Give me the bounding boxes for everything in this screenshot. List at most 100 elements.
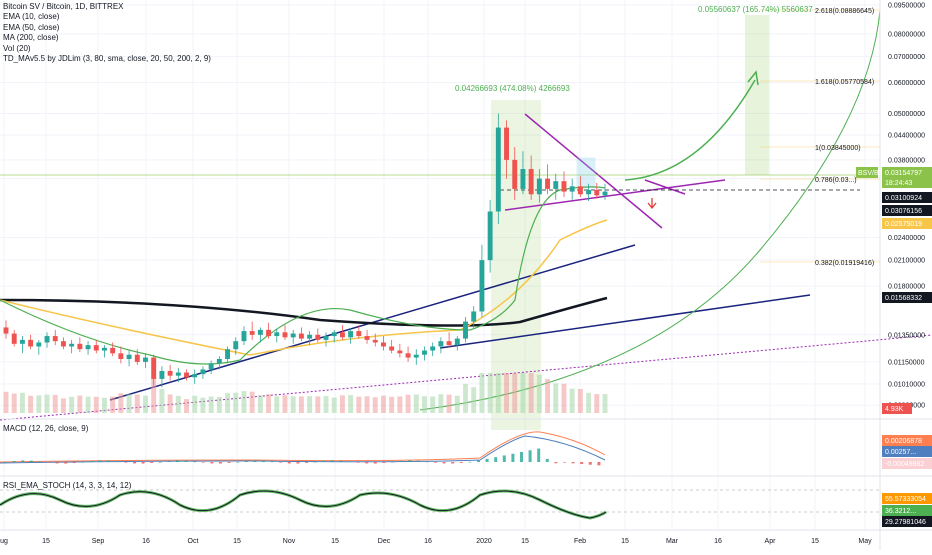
volume-bar [60, 398, 66, 413]
time-tick-label: ug [0, 538, 8, 545]
macd-hist-bar [305, 462, 308, 463]
volume-bar [536, 374, 542, 413]
candle-body [208, 363, 214, 370]
macd-hist-bar [158, 461, 162, 463]
time-tick-label: 16 [714, 538, 722, 545]
candle-body [331, 332, 337, 337]
price-tick-label: 0.09500000 [888, 3, 925, 10]
ema-10-line [0, 186, 606, 365]
time-tick-label: 15 [233, 538, 241, 545]
candle-body [577, 186, 583, 195]
candle-body [19, 339, 25, 344]
wedge-bottom [504, 179, 726, 211]
volume-bar [528, 373, 534, 413]
candle-body [520, 169, 526, 189]
volume-bar [143, 395, 148, 413]
svg-text:2.618(0.08886645): 2.618(0.08886645) [815, 8, 874, 15]
rsi-line [0, 489, 607, 520]
candle [143, 353, 148, 368]
candle-body [372, 339, 378, 343]
candle [3, 320, 9, 339]
volume-bar [282, 395, 288, 413]
volume-bar [249, 391, 255, 413]
macd-hist-bar [571, 462, 575, 464]
price-tick-label: 0.01010000 [888, 381, 925, 388]
candle-body [454, 338, 460, 346]
candle [266, 322, 272, 339]
candle [586, 183, 592, 201]
fib-level: 0.382(0.01919416) [760, 260, 880, 267]
candle-body [126, 354, 132, 359]
candle-body [3, 327, 9, 334]
target-measure-label: 0.05560637 (165.74%) 5560637 [698, 5, 813, 14]
volume-bar [175, 395, 181, 413]
candle [28, 334, 34, 350]
candle-body [257, 329, 263, 335]
volume-bar [487, 373, 493, 413]
candle-body [151, 357, 157, 379]
candle [577, 176, 583, 198]
candle-body [495, 127, 501, 212]
time-tick-label: Feb [574, 538, 586, 545]
candle [274, 328, 280, 343]
volume-bar [151, 378, 157, 413]
candle-body [282, 332, 288, 338]
svg-text:0.03154797: 0.03154797 [885, 170, 922, 177]
candle [110, 342, 116, 357]
time-tick-label: 15 [331, 538, 339, 545]
candle [446, 332, 452, 348]
price-tick-label: 0.02400000 [888, 235, 925, 242]
candle [438, 337, 444, 354]
candle-body [430, 346, 436, 351]
candle-body [93, 345, 99, 351]
volume-bar [602, 394, 608, 413]
indicator-ma200: MA (200, close) [3, 33, 59, 43]
parabolic-curve [419, 9, 881, 411]
macd-hist-bar [262, 460, 265, 462]
candle-body [11, 333, 17, 344]
svg-text:0.02575019: 0.02575019 [885, 221, 922, 228]
macd-hist-bar [270, 461, 274, 463]
candle-body [315, 334, 321, 340]
candle-body [266, 329, 272, 337]
projection-zones [491, 15, 769, 430]
candle [216, 356, 222, 370]
macd-hist-bar [494, 457, 498, 462]
svg-text:36.3212...: 36.3212... [885, 508, 916, 515]
macd-hist-bar [150, 462, 154, 463]
candle-body [69, 343, 75, 347]
time-tick-label: 15 [621, 538, 629, 545]
macd-hist-bar [141, 462, 145, 464]
volume-bar [545, 379, 551, 413]
svg-text:18:24:43: 18:24:43 [885, 180, 912, 187]
candle-body [167, 370, 173, 376]
macd-hist-bar [580, 462, 584, 465]
macd-hist-bar [563, 462, 566, 463]
macd-hist-bar [287, 462, 291, 464]
volume-bar [364, 396, 370, 413]
volume-bar [216, 396, 222, 413]
candle-body [356, 331, 362, 337]
candle-body [438, 341, 444, 347]
macd-hist-bar [81, 461, 85, 463]
candle [487, 199, 493, 273]
macd-hist-bar [98, 460, 102, 462]
grid-lines [0, 0, 880, 530]
candle-body [536, 178, 542, 195]
volume-bar [11, 393, 17, 413]
macd-hist-bar [12, 460, 16, 462]
ma-200-line [0, 296, 608, 327]
volume-bar [569, 388, 575, 413]
candle-body [192, 374, 198, 378]
macd-hist-bar [597, 462, 601, 466]
macd-hist-bar [313, 461, 317, 463]
candle-body [594, 189, 600, 196]
macd-hist-bar [244, 460, 248, 462]
candle [134, 349, 140, 365]
candle-body [471, 311, 477, 322]
candle [372, 333, 378, 347]
rsi-tag: 59.57212559 [882, 482, 932, 493]
chart-info: Bitcoin SV / Bitcoin, 1D, BITTREX EMA (1… [3, 2, 211, 64]
